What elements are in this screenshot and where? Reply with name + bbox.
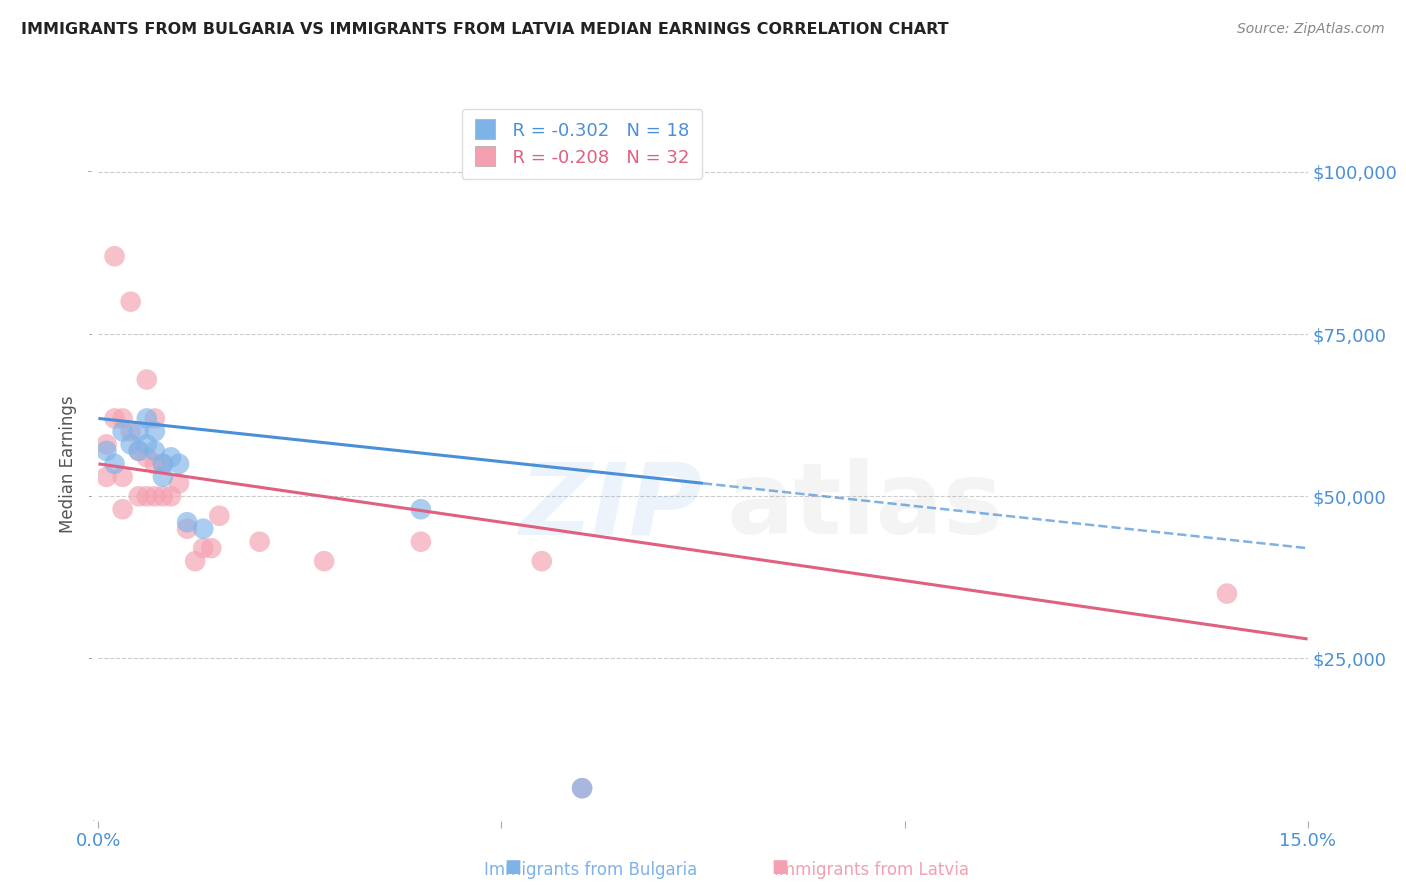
Point bbox=[208, 508, 231, 523]
Point bbox=[1216, 586, 1239, 600]
Text: Immigrants from Latvia: Immigrants from Latvia bbox=[775, 861, 969, 879]
Text: ■: ■ bbox=[772, 858, 789, 876]
Point bbox=[135, 450, 157, 465]
Point bbox=[160, 450, 183, 465]
Point bbox=[571, 781, 593, 796]
Point bbox=[128, 443, 150, 458]
Point bbox=[135, 437, 157, 451]
Point bbox=[128, 443, 150, 458]
Point bbox=[111, 411, 134, 425]
Text: atlas: atlas bbox=[727, 458, 1004, 555]
Point bbox=[152, 470, 174, 484]
Point bbox=[103, 411, 125, 425]
Point bbox=[143, 443, 166, 458]
Point bbox=[143, 425, 166, 439]
Point bbox=[135, 372, 157, 386]
Point bbox=[200, 541, 222, 556]
Point bbox=[409, 502, 432, 516]
Text: IMMIGRANTS FROM BULGARIA VS IMMIGRANTS FROM LATVIA MEDIAN EARNINGS CORRELATION C: IMMIGRANTS FROM BULGARIA VS IMMIGRANTS F… bbox=[21, 22, 949, 37]
Point bbox=[409, 534, 432, 549]
Point bbox=[143, 457, 166, 471]
Point bbox=[120, 425, 142, 439]
Point bbox=[96, 443, 118, 458]
Point bbox=[152, 457, 174, 471]
Point bbox=[176, 522, 198, 536]
Text: ■: ■ bbox=[505, 858, 522, 876]
Text: Source: ZipAtlas.com: Source: ZipAtlas.com bbox=[1237, 22, 1385, 37]
Point bbox=[120, 294, 142, 309]
Point bbox=[135, 411, 157, 425]
Point bbox=[314, 554, 336, 568]
Text: ZIP: ZIP bbox=[520, 458, 703, 555]
Point bbox=[167, 457, 190, 471]
Point bbox=[103, 249, 125, 263]
Point bbox=[111, 470, 134, 484]
Point bbox=[111, 425, 134, 439]
Point bbox=[152, 489, 174, 503]
Text: Immigrants from Bulgaria: Immigrants from Bulgaria bbox=[484, 861, 697, 879]
Point bbox=[160, 489, 183, 503]
Point bbox=[152, 457, 174, 471]
Point bbox=[193, 522, 215, 536]
Point bbox=[128, 425, 150, 439]
Point bbox=[111, 502, 134, 516]
Point bbox=[193, 541, 215, 556]
Point bbox=[103, 457, 125, 471]
Point bbox=[571, 781, 593, 796]
Point bbox=[96, 437, 118, 451]
Point bbox=[176, 515, 198, 529]
Point bbox=[530, 554, 553, 568]
Y-axis label: Median Earnings: Median Earnings bbox=[59, 395, 77, 533]
Point bbox=[143, 489, 166, 503]
Point bbox=[128, 489, 150, 503]
Point bbox=[135, 489, 157, 503]
Point bbox=[96, 470, 118, 484]
Point bbox=[167, 476, 190, 491]
Legend:   R = -0.302   N = 18,   R = -0.208   N = 32: R = -0.302 N = 18, R = -0.208 N = 32 bbox=[461, 109, 703, 179]
Point bbox=[143, 411, 166, 425]
Point bbox=[249, 534, 271, 549]
Point bbox=[120, 437, 142, 451]
Point bbox=[184, 554, 207, 568]
